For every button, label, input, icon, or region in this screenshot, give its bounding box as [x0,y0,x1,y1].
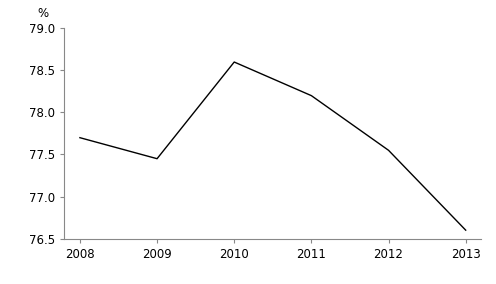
Text: %: % [37,7,49,20]
